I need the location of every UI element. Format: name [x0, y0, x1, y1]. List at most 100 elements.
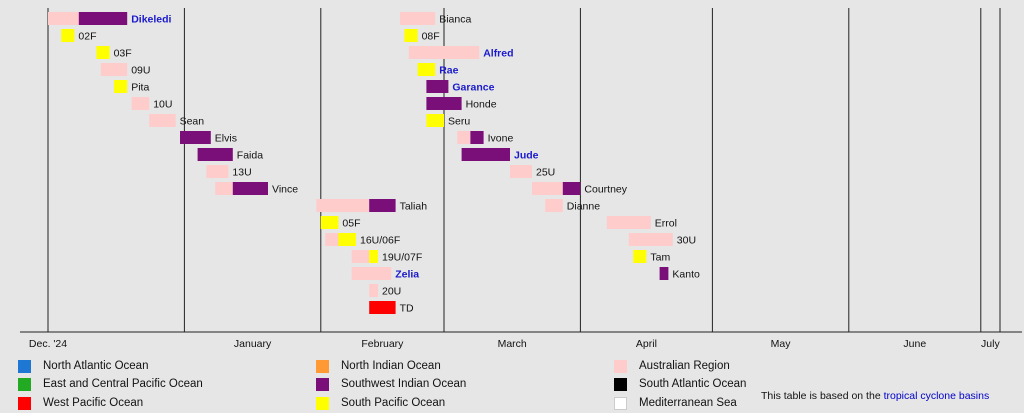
- legend-item: South Atlantic Ocean: [614, 377, 746, 391]
- tropical-cyclone-basins-link[interactable]: tropical cyclone basins: [883, 390, 990, 402]
- legend-swatch: [18, 359, 31, 373]
- storm-label: Bianca: [439, 14, 471, 26]
- storm-label: Honde: [466, 99, 497, 111]
- storm-label: 19U/07F: [382, 252, 422, 264]
- month-label: April: [636, 338, 657, 350]
- storm-bar: [659, 267, 669, 280]
- storm-bar: [351, 267, 392, 280]
- storm-bar: [633, 250, 647, 263]
- storm-label: Ivone: [488, 133, 514, 145]
- storm-label: 03F: [114, 48, 132, 60]
- storm-label: TD: [400, 303, 414, 315]
- legend-swatch: [614, 359, 627, 373]
- storm-label: Tam: [650, 252, 670, 264]
- legend-item: East and Central Pacific Ocean: [18, 377, 203, 391]
- storm-bar: [206, 165, 229, 178]
- storm-bar: [180, 131, 211, 144]
- month-label: January: [234, 338, 272, 350]
- month-label: March: [498, 338, 527, 350]
- legend-item: Mediterranean Sea: [614, 396, 737, 410]
- storm-bar: [369, 199, 396, 212]
- storm-bar: [400, 12, 436, 25]
- storm-label: Vince: [272, 184, 298, 196]
- storm-label: Sean: [180, 116, 205, 128]
- legend-item: South Pacific Ocean: [316, 396, 445, 410]
- storm-bar: [338, 233, 356, 246]
- storm-bar: [114, 80, 128, 93]
- storm-label: 16U/06F: [360, 235, 400, 247]
- storm-bar: [426, 114, 444, 127]
- storm-label: 02F: [78, 31, 96, 43]
- month-label: July: [981, 338, 1000, 350]
- storm-bar: [369, 250, 378, 263]
- legend-item: North Atlantic Ocean: [18, 359, 148, 373]
- storm-bar: [232, 182, 268, 195]
- legend-swatch: [614, 377, 627, 391]
- storm-label: Kanto: [672, 269, 700, 281]
- legend-label: Australian Region: [639, 360, 730, 372]
- storm-bar: [78, 12, 128, 25]
- storm-bar: [408, 46, 480, 59]
- storm-bar: [510, 165, 532, 178]
- storm-bar: [545, 199, 563, 212]
- storm-label: 05F: [342, 218, 360, 230]
- basin-note-text: This table is based on the: [761, 390, 884, 402]
- legend-swatch: [316, 396, 329, 410]
- storm-label: Elvis: [215, 133, 237, 145]
- storm-bar: [470, 131, 484, 144]
- storm-bar: [316, 199, 370, 212]
- storm-label: Garance: [452, 82, 494, 94]
- legend-item: West Pacific Ocean: [18, 396, 143, 410]
- month-label: Dec. '24: [29, 338, 67, 350]
- storm-bar: [628, 233, 673, 246]
- storm-label: 10U: [153, 99, 172, 111]
- storm-label: 09U: [131, 65, 150, 77]
- legend-label: South Pacific Ocean: [341, 397, 446, 409]
- legend-label: Southwest Indian Ocean: [341, 378, 467, 390]
- storm-label: Pita: [131, 82, 149, 94]
- storm-bar: [532, 182, 563, 195]
- storm-label: Errol: [655, 218, 677, 230]
- storm-label: Rae: [439, 65, 458, 77]
- storm-bar: [351, 250, 370, 263]
- storm-label: Dikeledi: [131, 14, 171, 26]
- legend-label: Mediterranean Sea: [639, 397, 737, 409]
- storm-bar: [197, 148, 233, 161]
- month-label: May: [771, 338, 792, 350]
- storm-bar: [417, 63, 436, 76]
- legend-swatch: [18, 377, 31, 391]
- storm-bar: [606, 216, 651, 229]
- storm-bar: [426, 97, 462, 110]
- storm-bar: [149, 114, 176, 127]
- storm-label: 25U: [536, 167, 555, 179]
- storm-bar: [131, 97, 150, 110]
- storm-label: Courtney: [584, 184, 627, 196]
- legend-label: North Indian Ocean: [341, 360, 441, 372]
- storm-label: 30U: [677, 235, 696, 247]
- storm-label: 20U: [382, 286, 401, 298]
- legend-item: Australian Region: [614, 359, 730, 373]
- legend-swatch: [614, 396, 627, 410]
- legend-label: North Atlantic Ocean: [43, 360, 149, 372]
- storm-label: Seru: [448, 116, 470, 128]
- storm-label: Zelia: [395, 269, 419, 281]
- storm-label: Dianne: [567, 201, 600, 213]
- storm-bar: [320, 216, 339, 229]
- legend-label: South Atlantic Ocean: [639, 378, 747, 390]
- storm-label: 13U: [232, 167, 251, 179]
- storm-bar: [61, 29, 75, 42]
- storm-bar: [369, 284, 378, 297]
- legend-label: East and Central Pacific Ocean: [43, 378, 203, 390]
- storm-label: 08F: [422, 31, 440, 43]
- storm-bar: [369, 301, 396, 314]
- storm-bar: [562, 182, 581, 195]
- storm-bar: [100, 63, 128, 76]
- storm-bar: [96, 46, 110, 59]
- legend-swatch: [316, 377, 329, 391]
- storm-label: Alfred: [483, 48, 513, 60]
- storm-label: Jude: [514, 150, 539, 162]
- storm-label: Faida: [237, 150, 263, 162]
- legend-swatch: [18, 396, 31, 410]
- storm-bar: [215, 182, 238, 195]
